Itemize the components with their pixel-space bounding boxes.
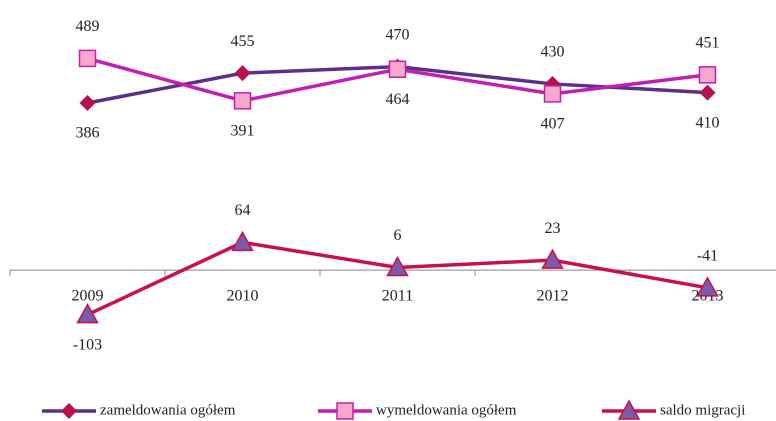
series: 489 391 464 407 451 (76, 18, 720, 139)
x-tick-label: 2012 (537, 288, 569, 305)
data-label: 64 (235, 202, 251, 219)
data-label: 430 (541, 44, 565, 61)
legend-label: zameldowania ogółem (100, 402, 236, 418)
data-label: 391 (231, 122, 255, 139)
data-label: 470 (386, 26, 410, 43)
marker (233, 92, 252, 110)
data-label: 455 (231, 33, 255, 50)
marker (699, 84, 716, 101)
marker (696, 276, 719, 297)
marker (78, 49, 97, 68)
marker (388, 60, 407, 78)
data-label: -103 (73, 336, 102, 353)
data-label: 410 (696, 114, 720, 131)
data-label: 464 (386, 91, 410, 108)
x-tick-label: 2011 (382, 288, 413, 305)
data-label: 6 (394, 227, 402, 244)
marker (543, 85, 562, 103)
legend: zameldowania ogółem wymeldowania ogółem sa… (42, 399, 745, 420)
data-label: 23 (545, 220, 561, 237)
legend-marker (61, 403, 77, 419)
marker (76, 303, 99, 324)
marker (231, 230, 254, 252)
marker (541, 248, 564, 269)
marker (234, 65, 251, 82)
marker (386, 255, 409, 277)
data-label: 451 (696, 35, 720, 52)
marker (698, 66, 717, 84)
x-tick-label: 2010 (227, 288, 259, 305)
legend-label: saldo migracji (660, 402, 745, 418)
legend-label: wymeldowania ogółem (376, 402, 517, 418)
data-label: 386 (76, 125, 100, 142)
data-label: 407 (541, 116, 565, 133)
series: -103 64 6 23 -41 (73, 202, 719, 353)
legend-marker (617, 399, 641, 420)
data-label: -41 (697, 247, 718, 264)
x-tick-label: 2009 (72, 288, 104, 305)
data-label: 489 (76, 18, 100, 35)
legend-marker (336, 402, 354, 420)
marker (79, 94, 96, 111)
